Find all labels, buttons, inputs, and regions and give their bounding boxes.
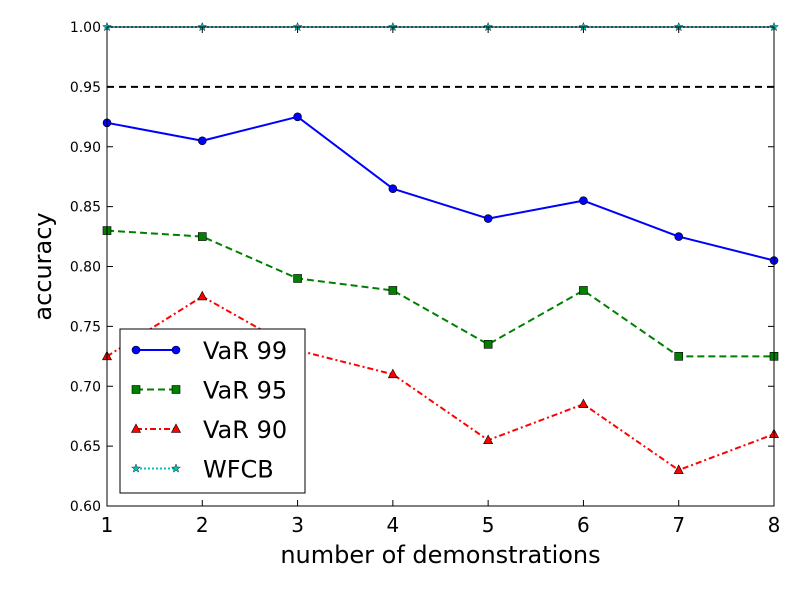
x-tick-label: 8: [768, 513, 781, 537]
legend-item-var-90: VaR 90: [131, 416, 287, 444]
legend-marker: [171, 385, 181, 394]
y-tick-label: 0.85: [70, 200, 101, 216]
y-tick-label: 0.65: [70, 439, 101, 455]
y-tick-label: 0.60: [70, 499, 101, 515]
legend-marker: [171, 463, 181, 473]
legend: VaR 99 VaR 95 VaR 90 WFCB: [119, 328, 306, 494]
data-point-var-95: [674, 352, 684, 361]
data-point-var-99: [388, 184, 398, 193]
data-point-var-99: [293, 112, 302, 122]
legend-label: VaR 99: [203, 337, 287, 365]
data-point-var-99: [579, 196, 588, 205]
x-tick-label: 1: [101, 513, 114, 537]
data-point-var-90: [483, 434, 494, 444]
y-axis-label: accuracy: [29, 212, 57, 320]
data-point-var-95: [579, 286, 588, 295]
y-tick-label: 0.90: [70, 140, 101, 156]
data-point-var-95: [293, 274, 302, 283]
legend-label: VaR 95: [203, 377, 287, 405]
data-point-var-95: [388, 286, 398, 295]
x-tick-label: 2: [196, 513, 209, 537]
data-point-var-99: [483, 214, 493, 223]
data-point-var-99: [674, 232, 684, 241]
series-var-99: [102, 112, 779, 265]
y-tick-label: 0.70: [70, 379, 101, 395]
data-point-var-90: [673, 464, 684, 474]
x-tick-label: 4: [386, 513, 399, 537]
series-line-var-99: [106, 115, 775, 262]
data-point-var-90: [197, 290, 208, 301]
ticks-layer: 1 2 3 4 5 6 7 8 0.60 0.65 0.70 0.75 0.80 0.85 0.90 0.95…: [70, 20, 781, 537]
x-axis-label: number of demonstrations: [280, 541, 600, 569]
legend-marker: [131, 423, 141, 433]
legend-label: VaR 90: [203, 416, 287, 444]
x-tick-label: 5: [482, 513, 495, 537]
data-point-var-95: [197, 232, 207, 241]
legend-box: [119, 328, 306, 494]
series-var-90: [102, 290, 779, 474]
series-line-var-95: [106, 229, 774, 358]
data-point-var-95: [483, 340, 493, 349]
data-point-var-90: [578, 398, 589, 409]
x-tick-label: 7: [672, 513, 685, 537]
legend-marker: [171, 345, 181, 355]
legend-marker: [131, 385, 141, 394]
series-line-var-90: [106, 295, 775, 472]
legend-label: WFCB: [203, 456, 274, 484]
x-tick-label: 3: [291, 513, 304, 537]
legend-marker: [131, 345, 141, 355]
y-tick-label: 0.75: [70, 319, 101, 335]
legend-item-wfcb: WFCB: [131, 456, 274, 484]
legend-marker: [171, 423, 181, 433]
x-tick-label: 6: [577, 513, 590, 537]
y-tick-label: 1.00: [70, 20, 101, 36]
legend-item-var-99: VaR 99: [131, 337, 287, 365]
legend-marker: [131, 463, 141, 473]
y-tick-label: 0.95: [70, 80, 101, 96]
data-point-var-99: [197, 136, 207, 146]
legend-item-var-95: VaR 95: [131, 377, 287, 405]
y-tick-label: 0.80: [70, 260, 101, 276]
data-point-var-90: [387, 368, 398, 379]
